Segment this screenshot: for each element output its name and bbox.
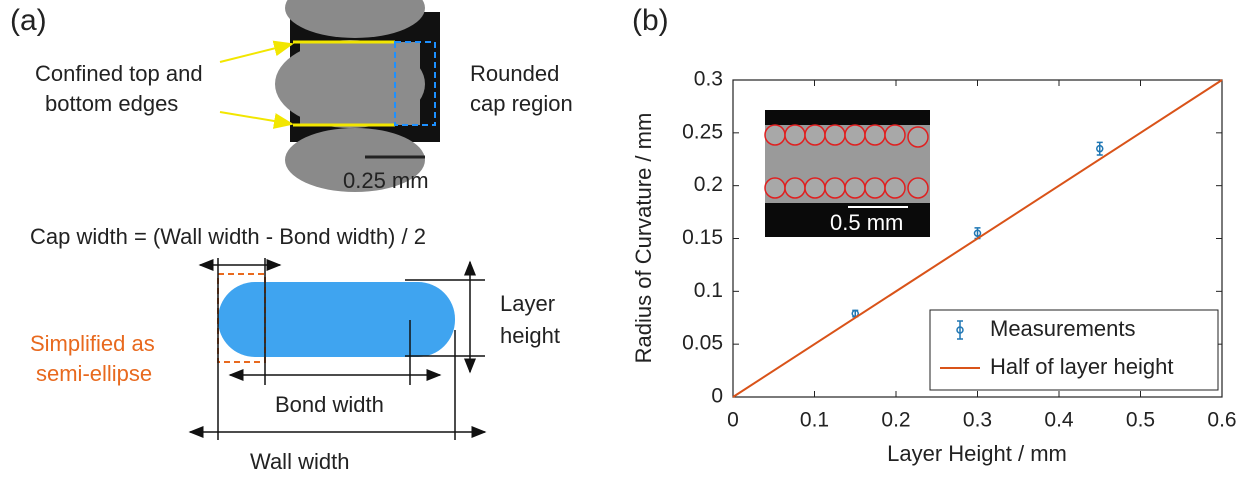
error-bar — [1097, 142, 1103, 155]
cap-note: cap region — [470, 91, 573, 116]
panel-label: (a) — [10, 4, 47, 37]
x-tick-label: 0.3 — [963, 409, 992, 432]
scale-bar-label: 0.25 mm — [343, 168, 429, 193]
y-tick-label: 0.3 — [694, 68, 723, 91]
x-tick-label: 0.4 — [1044, 409, 1074, 432]
legend-label: Measurements — [990, 316, 1136, 341]
wall-width-label: Wall width — [250, 449, 349, 474]
formula: Cap width = (Wall width - Bond width) / … — [30, 224, 426, 249]
legend-label: Half of layer height — [990, 354, 1173, 379]
inset-scale-label: 0.5 mm — [830, 210, 903, 235]
y-tick-label: 0.05 — [682, 332, 723, 355]
y-axis-label: Radius of Curvature / mm — [631, 113, 656, 364]
y-tick-label: 0.2 — [694, 173, 723, 196]
ellipse-note: Simplified as — [30, 331, 155, 356]
y-tick-label: 0.15 — [682, 226, 723, 249]
ellipse-note: semi-ellipse — [36, 361, 152, 386]
layer-height-label: Layer — [500, 291, 555, 316]
x-tick-label: 0 — [727, 409, 739, 432]
bond-width-label: Bond width — [275, 392, 384, 417]
figure: (a) Confined top and bottom edges Rounde… — [0, 0, 1253, 475]
edge-note: bottom edges — [45, 91, 178, 116]
panel-label: (b) — [632, 4, 669, 37]
x-tick-label: 0.6 — [1207, 409, 1236, 432]
x-tick-label: 0.5 — [1126, 409, 1155, 432]
cap-note: Rounded — [470, 61, 559, 86]
edge-note: Confined top and — [35, 61, 203, 86]
ct-image — [220, 0, 440, 192]
page: {"panel_a": {"label": "(a)", "edge_note"… — [0, 0, 1253, 480]
layer-height-label: height — [500, 323, 560, 348]
y-tick-label: 0.1 — [694, 279, 723, 302]
x-tick-label: 0.1 — [800, 409, 829, 432]
x-tick-label: 0.2 — [881, 409, 910, 432]
y-tick-label: 0 — [711, 385, 723, 408]
x-axis-label: Layer Height / mm — [887, 441, 1067, 466]
y-tick-label: 0.25 — [682, 120, 723, 143]
